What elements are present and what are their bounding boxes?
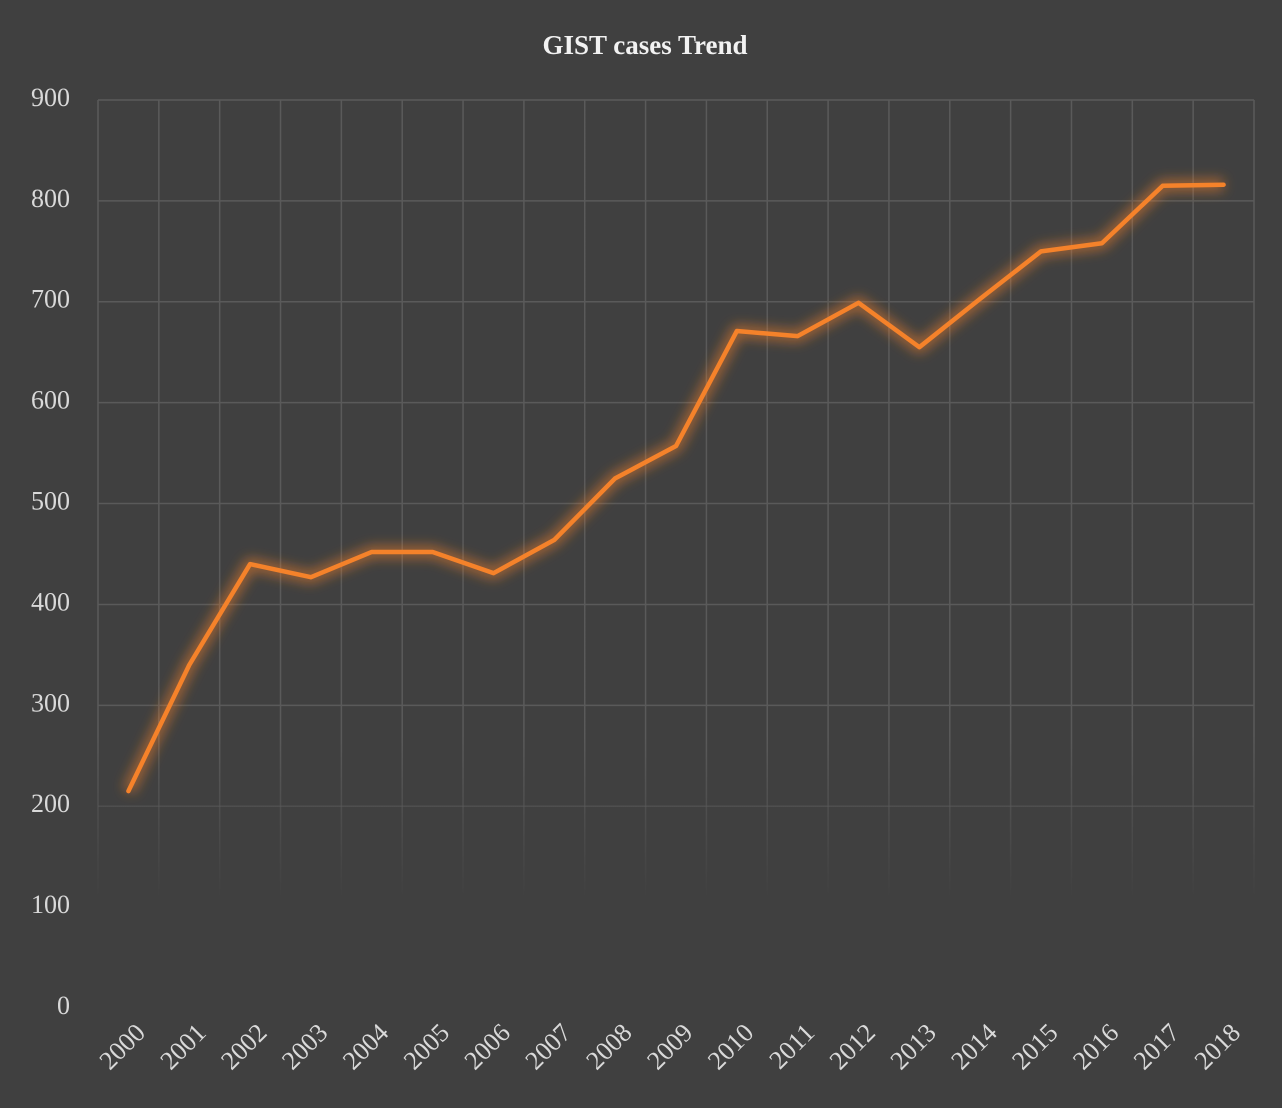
chart-title: GIST cases Trend — [542, 30, 747, 60]
y-tick-label: 200 — [31, 789, 70, 818]
y-tick-label: 900 — [31, 83, 70, 112]
y-tick-label: 500 — [31, 487, 70, 516]
y-tick-label: 300 — [31, 688, 70, 717]
y-tick-label: 600 — [31, 386, 70, 415]
line — [126, 182, 1226, 794]
y-tick-label: 400 — [31, 587, 70, 616]
y-tick-label: 700 — [31, 285, 70, 314]
y-tick-label: 0 — [57, 991, 70, 1020]
y-tick-label: 800 — [31, 184, 70, 213]
y-tick-label: 100 — [31, 890, 70, 919]
